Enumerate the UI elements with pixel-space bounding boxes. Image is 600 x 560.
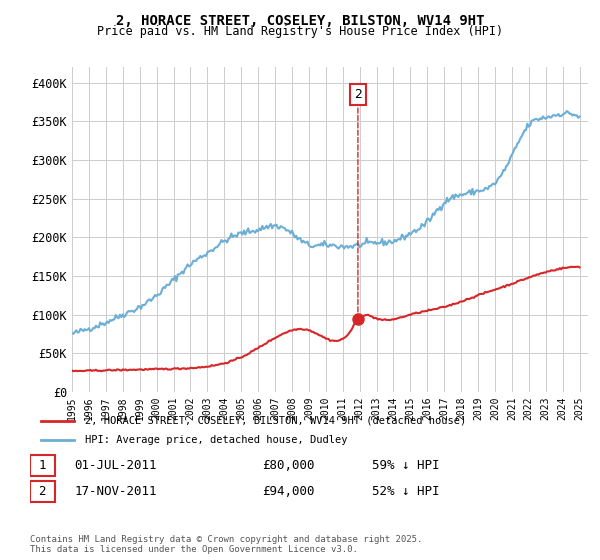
- Text: 1: 1: [38, 459, 46, 472]
- Text: 17-NOV-2011: 17-NOV-2011: [74, 485, 157, 498]
- Text: 01-JUL-2011: 01-JUL-2011: [74, 459, 157, 472]
- Text: 52% ↓ HPI: 52% ↓ HPI: [372, 485, 440, 498]
- FancyBboxPatch shape: [30, 481, 55, 502]
- Text: £94,000: £94,000: [262, 485, 314, 498]
- Text: £80,000: £80,000: [262, 459, 314, 472]
- Text: 59% ↓ HPI: 59% ↓ HPI: [372, 459, 440, 472]
- Text: 2: 2: [354, 88, 362, 316]
- Text: Contains HM Land Registry data © Crown copyright and database right 2025.
This d: Contains HM Land Registry data © Crown c…: [30, 535, 422, 554]
- Text: 2, HORACE STREET, COSELEY, BILSTON, WV14 9HT: 2, HORACE STREET, COSELEY, BILSTON, WV14…: [116, 14, 484, 28]
- FancyBboxPatch shape: [30, 455, 55, 476]
- Text: HPI: Average price, detached house, Dudley: HPI: Average price, detached house, Dudl…: [85, 435, 348, 445]
- Text: 2: 2: [38, 485, 46, 498]
- Text: 2, HORACE STREET, COSELEY, BILSTON, WV14 9HT (detached house): 2, HORACE STREET, COSELEY, BILSTON, WV14…: [85, 416, 466, 426]
- Text: Price paid vs. HM Land Registry's House Price Index (HPI): Price paid vs. HM Land Registry's House …: [97, 25, 503, 38]
